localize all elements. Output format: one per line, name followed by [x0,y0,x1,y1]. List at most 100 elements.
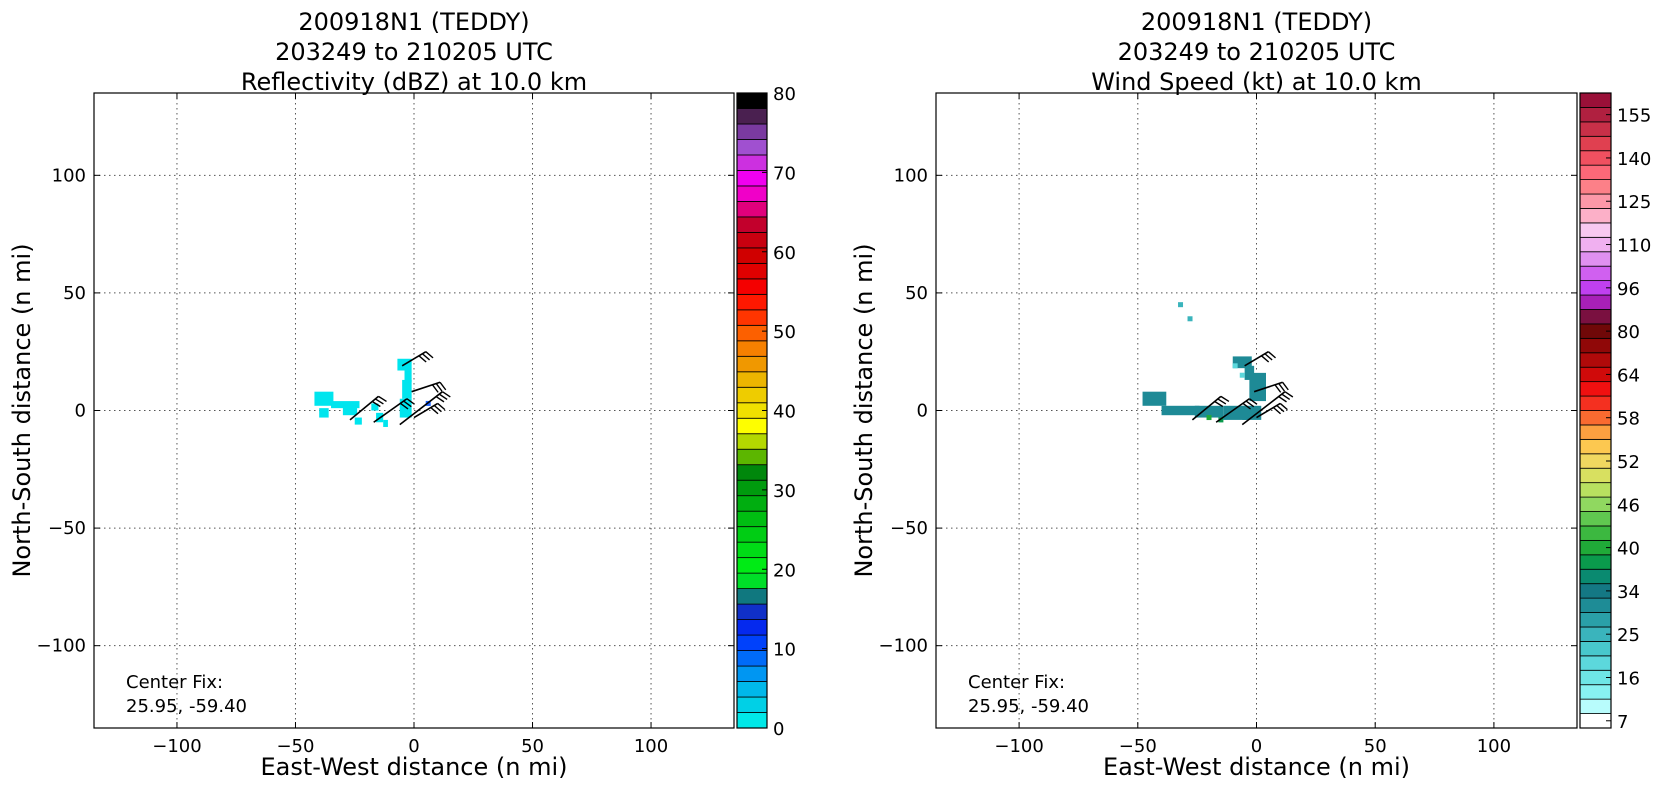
wind-barb [399,391,443,426]
colorbar-tick-label: 80 [773,84,796,105]
colorbar-segment [1579,309,1612,325]
y-tick-label: 0 [917,401,928,422]
wind-barb-feather [1278,395,1287,403]
wind-barb [401,351,427,367]
colorbar-segment [1579,208,1612,224]
wind-barb-feather [1242,402,1251,410]
wind-barb-feather [1248,398,1258,405]
colorbar-segment [1579,511,1612,527]
colorbar-segment [736,216,768,233]
wind-barb-feather [439,381,447,391]
echo-spot [1218,417,1224,423]
y-tick-label: 50 [905,283,928,304]
x-tick-label: 50 [521,736,544,757]
echo-patch [342,405,358,416]
y-tick-label: 50 [63,283,86,304]
wind-barb-feather [1281,393,1291,401]
colorbar-tick-label: 46 [1617,495,1640,516]
x-axis-label: East-West distance (n mi) [260,753,567,781]
x-tick-label: 100 [634,736,668,757]
colorbar-segment [736,479,768,497]
wind-barb-feather [1278,383,1286,392]
colorbar-segment [1579,381,1612,397]
wind-barb-feather [1284,391,1294,398]
wind-barb-feather [433,404,442,413]
colorbar-segment [736,293,768,311]
wind-barb-feather [1282,381,1289,391]
echo-patch [402,379,412,399]
colorbar-tick-label: 110 [1617,236,1651,257]
colorbar-segment [736,650,768,667]
wind-barb [411,381,441,393]
colorbar-segment [736,154,768,171]
colorbar-segment [736,433,768,450]
wind-barb [1241,391,1286,426]
echo-patch [1223,405,1248,420]
colorbar-segment [736,247,768,264]
colorbar-segment [1579,698,1612,714]
colorbar-segment [736,526,768,543]
colorbar-segment [736,572,768,590]
colorbar-segment [736,201,768,218]
x-tick-label: 100 [1477,736,1511,757]
colorbar-segment [1579,438,1612,455]
colorbar-tick-label: 60 [773,243,796,264]
y-tick-label: −50 [890,518,928,539]
wind-barb [1215,398,1250,423]
echo-patch [383,419,388,427]
wind-barb-feather [442,391,451,398]
wind-barb-feather [1276,404,1285,413]
colorbar-tick-label: 64 [1617,365,1640,386]
echo-patch [331,401,360,409]
colorbar-segment [1579,655,1612,671]
colorbar-segment [1579,352,1612,368]
wind-speed-panel: 200918N1 (TEDDY)203249 to 210205 UTCWind… [850,8,1651,781]
y-tick-label: −50 [48,518,86,539]
colorbar-tick-label: 25 [1617,625,1640,646]
echo-patch [1232,356,1252,369]
chart-title-line: Reflectivity (dBZ) at 10.0 km [241,68,587,96]
colorbar-segment [1579,92,1612,108]
echo-patch [1194,405,1224,418]
wind-barb-feather [425,351,434,359]
wind-barb-feather [418,355,427,363]
center-fix-annotation: 25.95, -59.40 [126,696,247,717]
y-tick-label: 100 [52,165,86,186]
colorbar-segment [736,619,768,636]
wind-barb-feather [1279,402,1288,411]
colorbar-tick-label: 96 [1617,279,1640,300]
chart-title-line: 200918N1 (TEDDY) [1141,8,1372,36]
colorbar-tick-label: 140 [1617,149,1651,170]
colorbar-segment [1579,568,1612,585]
chart-title-line: Wind Speed (kt) at 10.0 km [1091,68,1422,96]
colorbar-tick-label: 125 [1617,192,1651,213]
wind-barb-feather [403,400,412,408]
x-tick-label: 50 [1364,736,1387,757]
colorbar-segment [736,123,768,140]
colorbar-segment [1579,265,1612,282]
colorbar-tick-label: 30 [773,481,796,502]
echo-patch [1161,405,1200,416]
wind-barb [373,398,408,423]
colorbar-segment [1579,164,1612,180]
colorbar-segment [736,108,768,125]
x-tick-label: 0 [408,736,419,757]
colorbar-segment [1579,222,1612,238]
colorbar-tick-label: 10 [773,640,796,661]
colorbar-tick-label: 40 [773,402,796,423]
echo-patch [319,408,329,418]
colorbar-tick-label: 20 [773,560,796,581]
colorbar-segment [736,139,768,156]
echo-spot [1232,363,1238,369]
wind-barb-feather [371,400,381,408]
colorbar-segment [736,355,768,373]
wind-barb-feather [431,384,439,393]
colorbar-segment [1579,395,1612,411]
echo-patch [404,370,412,383]
colorbar-tick-label: 50 [773,322,796,343]
echo-spot [1178,302,1184,308]
y-tick-label: −100 [879,636,928,657]
colorbar-segment [1579,641,1612,657]
echo-patch [1242,405,1262,420]
wind-barb-feather [1267,351,1277,359]
